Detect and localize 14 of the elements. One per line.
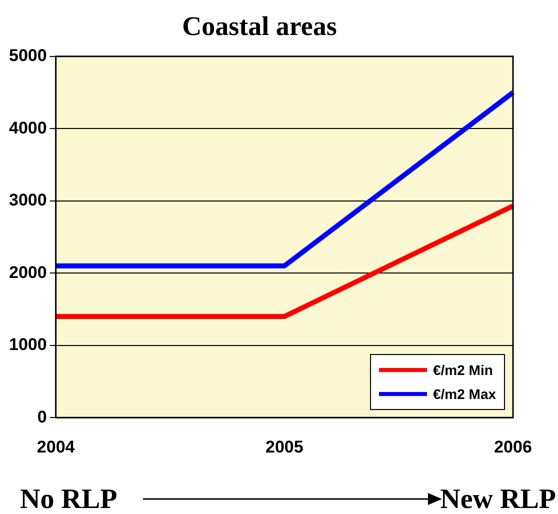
chart-title: Coastal areas [182, 11, 337, 42]
y-tick-label: 1000 [8, 335, 47, 354]
y-tick-label: 2000 [8, 262, 47, 282]
legend-label: €/m2 Max [433, 386, 496, 402]
text: New RLP [440, 484, 556, 514]
y-tick-label: 0 [37, 407, 47, 426]
y-tick-label: 4000 [8, 118, 47, 138]
y-tick-label: 3000 [8, 190, 47, 210]
y-tick-label: 5000 [8, 46, 47, 66]
x-tick-label: 2005 [265, 437, 304, 456]
text: No RLP [20, 484, 118, 514]
x-tick-label: 2006 [494, 437, 532, 456]
legend-label: €/m2 Min [433, 362, 493, 378]
x-tick-label: 2004 [36, 437, 76, 456]
